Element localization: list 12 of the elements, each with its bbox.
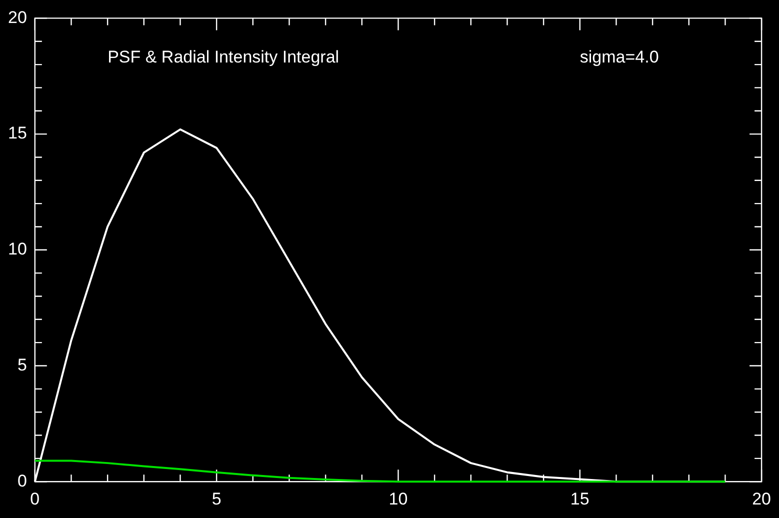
y-tick-label: 20 (8, 8, 27, 27)
x-tick-label: 0 (30, 489, 40, 508)
x-tick-label: 10 (388, 489, 408, 508)
x-tick-label: 5 (212, 489, 222, 508)
text: PSF & Radial Intensity Integral (108, 47, 340, 66)
y-tick-label: 15 (8, 124, 27, 143)
y-tick-label: 0 (17, 471, 27, 490)
x-tick-label: 20 (752, 489, 772, 508)
x-tick-label: 15 (570, 489, 590, 508)
y-tick-label: 5 (17, 355, 27, 374)
annotation: sigma=4.0 (580, 47, 659, 66)
y-tick-label: 10 (8, 240, 27, 259)
